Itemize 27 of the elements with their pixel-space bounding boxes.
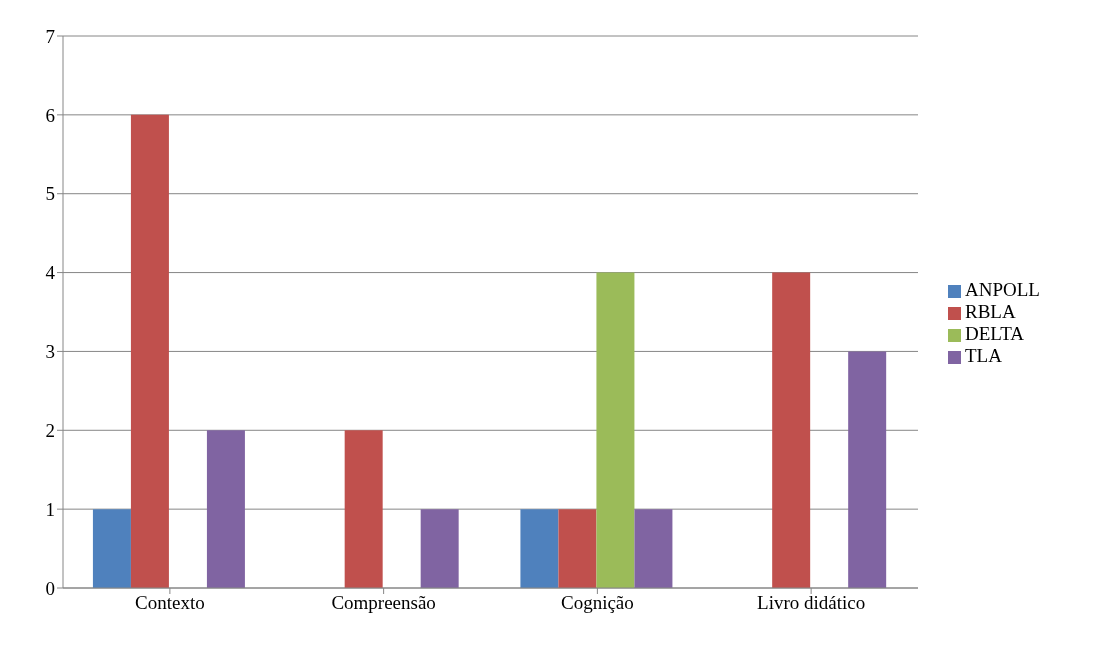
x-tick-label: Compreensão bbox=[331, 592, 436, 614]
y-tick-label: 4 bbox=[45, 262, 56, 284]
bar bbox=[520, 509, 559, 588]
bar bbox=[772, 272, 811, 588]
bar bbox=[92, 509, 131, 588]
legend-label: RBLA bbox=[965, 301, 1016, 322]
bar bbox=[634, 509, 673, 588]
bar bbox=[558, 509, 597, 588]
legend-label: DELTA bbox=[965, 323, 1024, 344]
bar bbox=[344, 430, 383, 588]
bar bbox=[848, 351, 887, 588]
y-tick-label: 6 bbox=[45, 104, 55, 126]
x-tick-label: Cognição bbox=[560, 592, 634, 614]
x-tick-label: Livro didático bbox=[757, 592, 866, 614]
y-tick-label: 2 bbox=[45, 420, 55, 442]
y-tick-label: 3 bbox=[45, 341, 55, 363]
y-tick-label: 0 bbox=[45, 577, 55, 599]
x-tick-label: Contexto bbox=[135, 592, 205, 614]
y-tick-label: 7 bbox=[45, 25, 55, 47]
bar bbox=[420, 509, 459, 588]
bar bbox=[130, 114, 169, 588]
legend-label: TLA bbox=[965, 345, 1002, 366]
bar bbox=[596, 272, 635, 588]
bar bbox=[206, 430, 245, 588]
legend-label: ANPOLL bbox=[965, 279, 1040, 300]
y-tick-label: 1 bbox=[45, 498, 55, 520]
y-tick-label: 5 bbox=[45, 183, 55, 205]
